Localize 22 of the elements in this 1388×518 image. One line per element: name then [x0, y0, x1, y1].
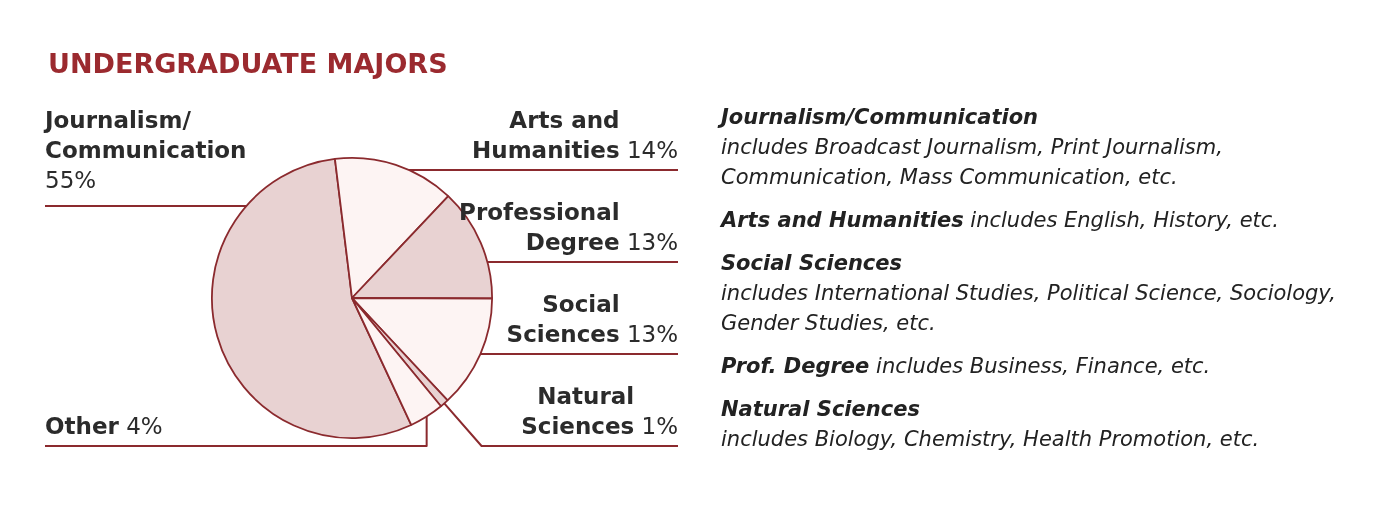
- data-label: 4%: [126, 413, 163, 439]
- text: includes International Studies, Political Science, Sociology, Gender Studies, etc.: [721, 281, 1336, 335]
- text: includes Broadcast Journalism, Print Journalism, Communication, Mass Communication, etc.: [721, 135, 1223, 189]
- data-label: 1%: [641, 413, 679, 439]
- chart-title: UNDERGRADUATE MAJORS: [48, 48, 448, 79]
- slice-label: Professional Degree: [459, 199, 620, 255]
- data-label: 14%: [626, 137, 678, 163]
- slice-label: Social Sciences: [506, 291, 620, 347]
- data-label: 13%: [626, 321, 678, 347]
- text: includes Business, Finance, etc.: [876, 354, 1211, 378]
- slice-label: Journalism/ Communication: [43, 107, 247, 163]
- text: Social Sciences: [721, 251, 903, 275]
- data-label: 55%: [45, 167, 97, 193]
- text: Arts and Humanities: [721, 208, 964, 232]
- slice-label: Natural Sciences: [521, 383, 635, 439]
- data-label: 13%: [626, 229, 678, 255]
- text: Natural Sciences: [721, 397, 920, 421]
- text: Prof. Degree: [721, 354, 870, 378]
- slice-label: Arts and Humanities: [472, 107, 620, 163]
- text: includes Biology, Chemistry, Health Promotion, etc.: [721, 427, 1260, 451]
- slice-label: Other: [45, 413, 120, 439]
- text: includes English, History, etc.: [970, 208, 1280, 232]
